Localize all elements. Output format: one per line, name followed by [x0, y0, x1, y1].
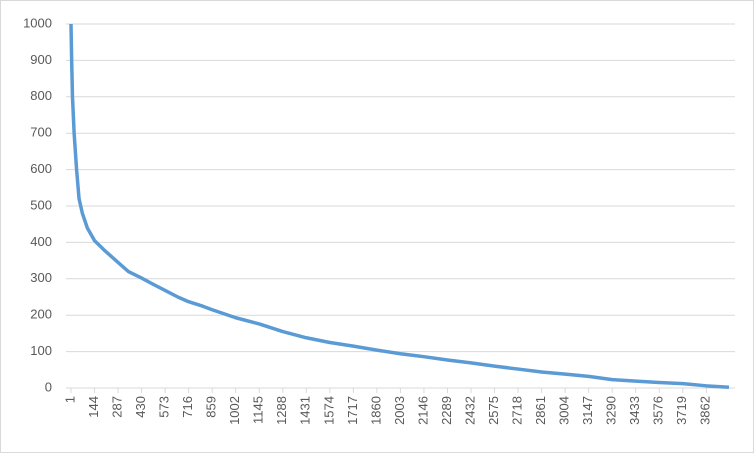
y-tick-label: 300	[30, 270, 52, 285]
x-tick-label: 3147	[580, 396, 595, 425]
x-tick-label: 3004	[557, 396, 572, 425]
x-tick-label: 1431	[298, 396, 313, 425]
x-tick-label: 2432	[462, 396, 477, 425]
x-tick-label: 2003	[392, 396, 407, 425]
x-tick-label: 2289	[439, 396, 454, 425]
data-line	[69, 23, 730, 390]
x-tick-label: 573	[157, 396, 172, 418]
x-tick-label: 1	[62, 396, 77, 403]
y-tick-label: 900	[30, 52, 52, 67]
x-tick-label: 1717	[345, 396, 360, 425]
x-tick-label: 716	[180, 396, 195, 418]
x-tick-label: 1574	[321, 396, 336, 425]
x-tick-label: 3576	[651, 396, 666, 425]
x-tick-label: 430	[133, 396, 148, 418]
x-tick-label: 1288	[274, 396, 289, 425]
y-tick-label: 700	[30, 125, 52, 140]
x-tick-label: 2146	[415, 396, 430, 425]
y-tick-label: 400	[30, 234, 52, 249]
y-tick-label: 100	[30, 343, 52, 358]
x-tick-label: 287	[109, 396, 124, 418]
x-tick-label: 3862	[698, 396, 713, 425]
x-tick-label: 1860	[368, 396, 383, 425]
x-tick-label: 1145	[251, 396, 266, 424]
x-tick-label: 144	[86, 396, 101, 418]
x-tick-label: 859	[204, 396, 219, 418]
x-tick-label: 3433	[627, 396, 642, 425]
x-tick-label: 1002	[227, 396, 242, 425]
y-tick-label: 600	[30, 161, 52, 176]
y-tick-label: 500	[30, 197, 52, 212]
y-tick-label: 800	[30, 88, 52, 103]
y-tick-label: 200	[30, 307, 52, 322]
x-tick-label: 2718	[509, 396, 524, 425]
x-tick-label: 2575	[486, 396, 501, 425]
x-tick-label: 3290	[604, 396, 619, 425]
y-tick-label: 0	[45, 379, 52, 394]
x-tick-label: 3719	[674, 396, 689, 425]
x-tick-label: 2861	[533, 396, 548, 425]
y-tick-label: 1000	[23, 15, 52, 30]
